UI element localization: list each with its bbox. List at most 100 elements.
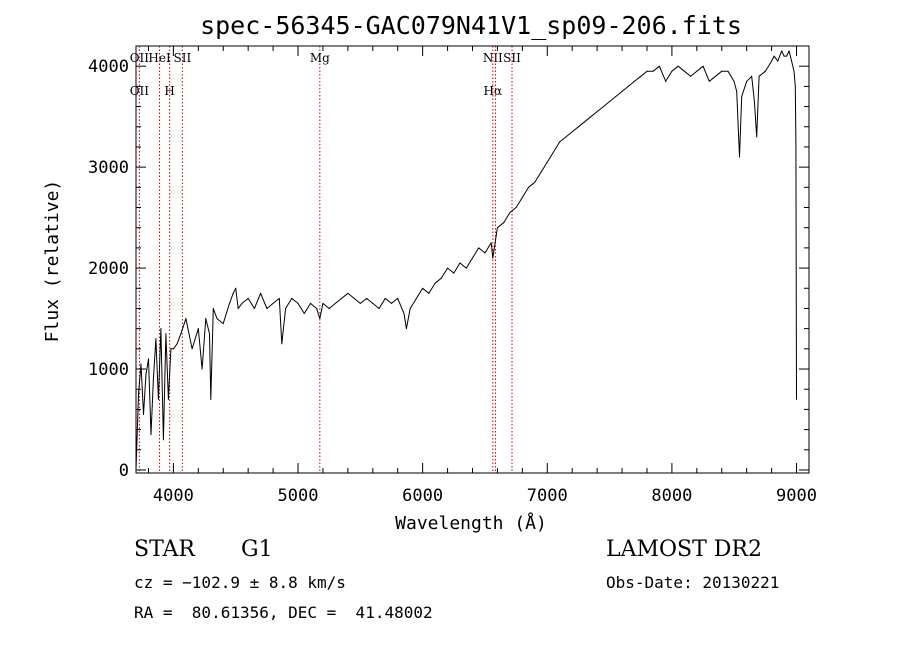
spectrum-point-40 — [285, 307, 287, 309]
spectrum-point-86 — [553, 151, 555, 153]
x-tick-label-2: 6000 — [402, 486, 443, 506]
spectrum-point-98 — [627, 85, 629, 87]
x-axis-ticks: 4000 5000 6000 7000 8000 9000 — [147, 46, 817, 506]
spectrum-point-7 — [152, 378, 154, 380]
spectrum-point-117 — [738, 156, 740, 158]
x-tick-label-0: 4000 — [153, 486, 194, 506]
marker-label-5-1: Hα — [484, 84, 503, 98]
spectrum-point-92 — [590, 116, 592, 118]
spectrum-point-100 — [640, 75, 642, 77]
x-tick-label-1: 5000 — [278, 486, 319, 506]
object-class: STAR — [134, 537, 195, 562]
spectrum-point-82 — [528, 186, 530, 188]
marker-label-7-0: SII — [503, 51, 521, 65]
spectrum-point-28 — [228, 302, 230, 304]
spectrum-point-48 — [328, 307, 330, 309]
spectrum-point-4 — [145, 373, 147, 375]
spectrum-point-102 — [652, 70, 654, 72]
spectrum-point-106 — [677, 65, 679, 67]
spectrum-point-24 — [210, 398, 212, 400]
chart-title: spec-56345-GAC079N41V1_sp09-206.fits — [200, 11, 742, 40]
spectrum-point-81 — [521, 196, 523, 198]
spectrum-point-56 — [378, 307, 380, 309]
spectrum-point-46 — [319, 318, 321, 320]
spectrum-point-54 — [366, 297, 368, 299]
spectrum-point-37 — [272, 302, 274, 304]
spectrum-point-35 — [260, 292, 262, 294]
spectrum-point-13 — [167, 398, 169, 400]
spectrum-point-41 — [291, 297, 293, 299]
spectrum-point-89 — [571, 131, 573, 133]
spectrum-point-103 — [658, 65, 660, 67]
spectrum-point-87 — [559, 141, 561, 143]
spectrum-point-25 — [212, 307, 214, 309]
spectrum-point-119 — [746, 80, 748, 82]
spectrum-point-75 — [490, 242, 492, 244]
spectrum-point-34 — [253, 307, 255, 309]
spectrum-point-66 — [434, 282, 436, 284]
spectrum-point-60 — [403, 313, 405, 315]
marker-label-0-0: OII — [130, 51, 150, 65]
spectrum-point-110 — [702, 65, 704, 67]
spectrum-point-20 — [197, 328, 199, 330]
spectrum-point-21 — [201, 368, 203, 370]
y-tick-label-4: 4000 — [88, 57, 129, 77]
spectrum-point-39 — [281, 343, 283, 345]
spectrum-point-74 — [484, 252, 486, 254]
spectrum-point-79 — [509, 212, 511, 214]
obs-date-text: Obs-Date: 20130221 — [606, 573, 780, 592]
spectrum-series — [135, 50, 798, 471]
x-tick-label-3: 7000 — [527, 486, 568, 506]
spectrum-point-26 — [216, 318, 218, 320]
marker-label-3-0: SII — [174, 51, 192, 65]
spectrum-point-95 — [609, 101, 611, 103]
spectrum-point-77 — [496, 227, 498, 229]
spectrum-line-0 — [135, 50, 797, 471]
spectrum-point-45 — [316, 307, 318, 309]
spectrum-point-68 — [447, 267, 449, 269]
spectrum-point-122 — [756, 136, 758, 138]
spectrum-point-8 — [155, 338, 157, 340]
spectrum-point-19 — [191, 348, 193, 350]
spectrum-point-17 — [180, 333, 182, 335]
x-axis-label: Wavelength (Å) — [395, 512, 547, 534]
survey-name: LAMOST DR2 — [606, 537, 762, 562]
spectrum-point-101 — [646, 70, 648, 72]
spectrum-point-64 — [422, 287, 424, 289]
y-tick-label-3: 3000 — [88, 158, 129, 178]
spectrum-point-97 — [621, 90, 623, 92]
spectrum-point-2 — [140, 363, 142, 365]
spectrum-point-22 — [205, 318, 207, 320]
spectrum-point-58 — [390, 302, 392, 304]
spectrum-point-27 — [222, 323, 224, 325]
spectrum-point-111 — [708, 80, 710, 82]
spectrum-point-96 — [615, 95, 617, 97]
spectrum-point-78 — [503, 222, 505, 224]
spectrum-point-63 — [415, 297, 417, 299]
object-subclass: G1 — [241, 537, 273, 562]
spectrum-point-124 — [764, 70, 766, 72]
spectrum-point-116 — [736, 90, 738, 92]
y-axis-ticks: 0 1000 2000 3000 4000 — [88, 45, 809, 481]
spectrum-point-94 — [602, 106, 604, 108]
spectrum-point-135 — [795, 141, 797, 143]
spectrum-point-113 — [721, 70, 723, 72]
spectrum-point-9 — [157, 398, 159, 400]
spectrum-point-51 — [347, 292, 349, 294]
spectrum-point-128 — [781, 50, 783, 52]
spectrum-point-134 — [794, 85, 796, 87]
spectrum-point-30 — [235, 287, 237, 289]
spectrum-point-31 — [237, 307, 239, 309]
spectrum-point-136 — [796, 398, 798, 400]
spectrum-point-131 — [788, 50, 790, 52]
spectrum-point-36 — [266, 307, 268, 309]
spectrum-point-47 — [322, 302, 324, 304]
marker-label-1-0: HeI — [148, 51, 171, 65]
spectrum-point-11 — [162, 439, 164, 441]
spectrum-point-115 — [733, 80, 735, 82]
spectrum-point-57 — [384, 297, 386, 299]
spectrum-point-133 — [793, 70, 795, 72]
spectrum-point-114 — [727, 70, 729, 72]
spectrum-point-29 — [232, 292, 234, 294]
